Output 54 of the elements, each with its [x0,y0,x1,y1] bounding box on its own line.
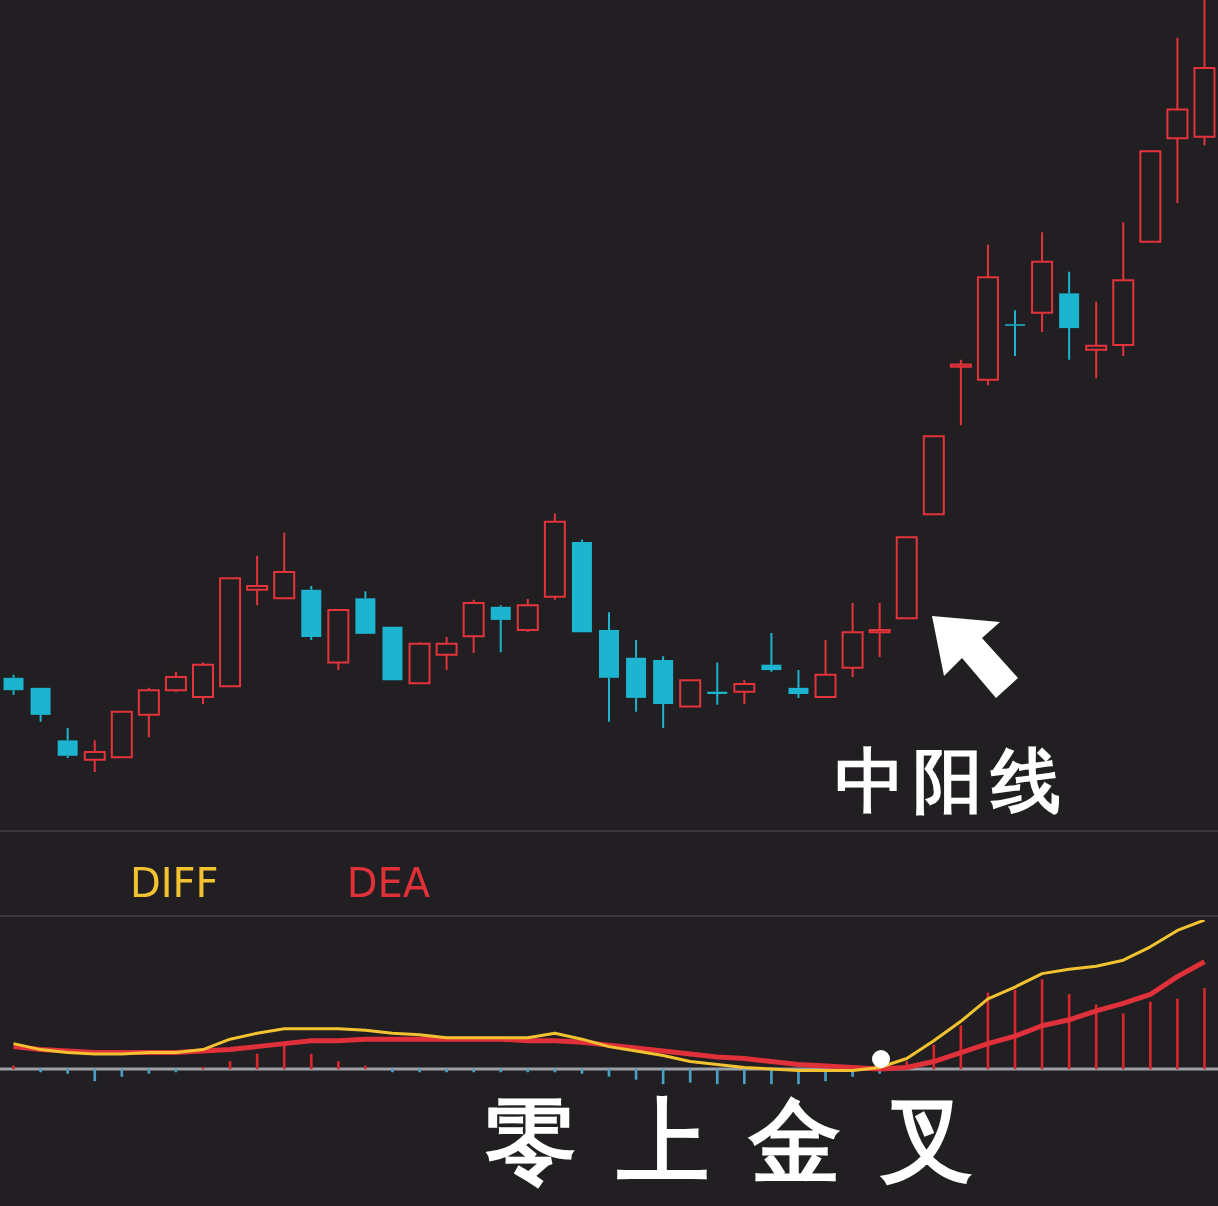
candlestick [814,638,837,699]
candlestick [462,598,485,655]
bar [1149,1001,1152,1070]
bar [743,1068,746,1085]
bar [1176,998,1179,1070]
bar [12,1065,15,1070]
candlestick [949,358,972,427]
candlestick [83,739,106,773]
bar [445,1068,448,1073]
candlestick [1112,221,1135,357]
candlestick [246,554,269,607]
candlestick [626,638,647,713]
bar [66,1068,69,1074]
candlestick [327,608,350,672]
bar [364,1065,367,1070]
bar [715,1068,719,1085]
candlestick [490,604,511,654]
candlestick [57,727,78,760]
candlestick [1193,0,1216,147]
candlestick [868,601,891,658]
bar [770,1068,773,1085]
candlestick [1059,270,1080,361]
bar [309,1053,313,1070]
bar [526,1068,530,1073]
candlestick [761,632,782,673]
candlestick [788,669,809,699]
candlestick [1085,300,1108,380]
text: 零上金叉 [485,1087,1013,1197]
bar [1121,1013,1125,1070]
candlestick [435,635,458,672]
bar [472,1068,475,1073]
candlestick [137,686,160,739]
candlestick [355,590,376,634]
candlestick [653,655,674,729]
candlestick [976,243,999,387]
candlestick [841,601,864,679]
candlestick [3,673,24,696]
bar [418,1068,421,1073]
annotation: 中阳线 [835,739,1069,824]
bar [688,1068,692,1083]
bar [337,1061,340,1070]
bar [93,1068,97,1082]
candlestick [30,687,51,723]
candlestick [301,584,322,641]
candlestick [1166,36,1189,205]
bar [120,1068,124,1077]
bar [39,1068,42,1073]
text: DEA [346,860,431,906]
candlestick [273,531,296,600]
bar [499,1068,503,1073]
bar [1203,988,1206,1070]
text: DIFF [130,860,219,906]
candlestick [1031,231,1054,333]
bar [391,1068,394,1073]
